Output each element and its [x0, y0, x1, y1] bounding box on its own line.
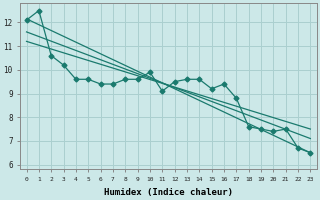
X-axis label: Humidex (Indice chaleur): Humidex (Indice chaleur) [104, 188, 233, 197]
